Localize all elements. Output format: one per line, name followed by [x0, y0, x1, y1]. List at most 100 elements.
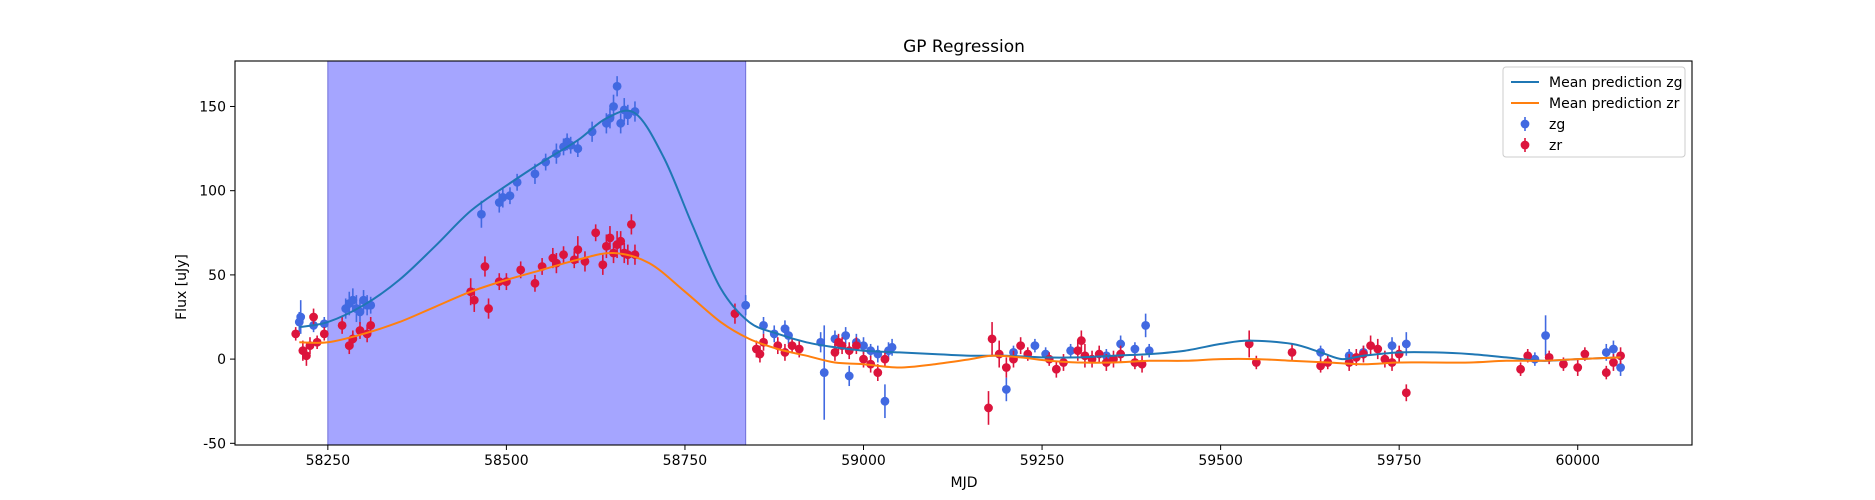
data-point-zr: [626, 219, 636, 229]
data-point-zg: [616, 118, 626, 128]
x-tick-label: 58750: [663, 453, 708, 469]
data-point-zr: [559, 250, 568, 260]
data-point-zg: [880, 396, 890, 406]
highlight-span: [327, 60, 747, 446]
data-point-zr: [1076, 336, 1086, 345]
data-point-zr: [1016, 341, 1026, 351]
data-point-zg: [1116, 339, 1126, 349]
data-point-zr: [309, 312, 318, 322]
data-point-zg: [1401, 339, 1411, 349]
data-point-zg: [841, 331, 851, 340]
data-point-zg: [1601, 347, 1611, 357]
x-tick-label: 59750: [1377, 453, 1422, 469]
data-point-zg: [859, 341, 868, 351]
data-point-zg: [498, 193, 508, 202]
data-point-zr: [1601, 368, 1611, 377]
data-point-zg: [623, 110, 633, 120]
data-point-zg: [1387, 341, 1397, 351]
data-point-zr: [987, 334, 997, 344]
x-tick-label: 59250: [1020, 453, 1065, 469]
data-point-zr: [616, 236, 626, 246]
x-tick-label: 59000: [841, 453, 886, 469]
legend-entry: Mean prediction zr: [1511, 96, 1680, 112]
data-point-zg: [1066, 346, 1076, 356]
data-point-zr: [794, 344, 804, 354]
data-point-zg: [505, 191, 515, 201]
data-point-zg: [530, 169, 540, 179]
data-point-zr: [1130, 358, 1140, 367]
data-point-zr: [844, 346, 854, 356]
data-point-zg: [741, 300, 751, 310]
legend-entry: Mean prediction zg: [1511, 75, 1683, 91]
data-point-zg: [1541, 331, 1550, 340]
y-tick-label: 50: [208, 268, 226, 284]
data-point-zr: [1401, 388, 1411, 398]
data-point-zr: [1251, 358, 1261, 367]
y-tick-label: -50: [203, 436, 226, 452]
data-point-zg: [296, 312, 306, 322]
y-tick-label: 100: [199, 184, 226, 200]
x-tick-label: 58500: [484, 453, 529, 469]
data-point-zr: [1616, 351, 1625, 361]
data-point-zr: [1573, 363, 1583, 372]
data-point-zr: [1001, 363, 1011, 372]
data-point-zg: [477, 209, 486, 219]
data-point-zr: [319, 329, 329, 339]
data-point-zr: [1073, 346, 1083, 356]
legend-label: zr: [1549, 138, 1562, 154]
data-point-zg: [541, 157, 551, 167]
data-point-zr: [880, 354, 890, 364]
data-point-zg: [348, 295, 358, 305]
x-tick-label: 60000: [1555, 453, 1600, 469]
y-tick-label: 150: [199, 99, 226, 115]
data-point-zr: [366, 321, 376, 330]
data-point-zr: [573, 245, 583, 255]
data-point-zr: [859, 354, 868, 364]
data-point-zr: [1316, 361, 1326, 371]
y-tick-label: 0: [217, 352, 226, 368]
plot-area: 58250 58500 58750 59000 59250 59500 59750 60000…: [199, 60, 1693, 469]
data-point-zg: [609, 102, 618, 111]
legend-entry: zg: [1520, 117, 1565, 133]
data-point-zr: [469, 295, 479, 305]
data-point-zr: [1051, 364, 1061, 374]
data-point-zr: [1366, 341, 1376, 351]
mean-prediction-line: [299, 251, 1621, 369]
data-point-zr: [994, 349, 1004, 359]
x-tick-label: 58250: [306, 453, 351, 469]
data-point-zr: [302, 351, 311, 361]
data-point-zr: [1380, 354, 1390, 364]
data-point-zr: [755, 349, 765, 359]
data-point-zg: [1030, 341, 1040, 351]
data-point-zr: [1523, 351, 1533, 361]
legend: Mean prediction zg Mean prediction zr zg zr: [1502, 66, 1686, 158]
data-point-zg: [780, 324, 790, 334]
chart-title: GP Regression: [903, 37, 1025, 57]
data-point-zr: [598, 260, 608, 270]
data-point-zr: [1116, 349, 1126, 359]
data-point-zg: [612, 81, 622, 91]
data-point-zr: [1044, 354, 1054, 364]
data-point-zr: [1373, 344, 1383, 354]
data-point-zr: [480, 262, 490, 271]
data-point-zg: [1130, 344, 1140, 354]
axes-frame: [234, 60, 1693, 446]
data-point-zr: [1609, 358, 1618, 367]
data-point-zr: [291, 329, 301, 339]
data-point-zr: [530, 278, 540, 288]
data-point-zg: [1001, 385, 1011, 394]
x-axis-label: MJD: [951, 475, 978, 491]
data-point-zg: [355, 307, 365, 317]
data-point-zr: [873, 368, 883, 377]
data-point-zr: [1394, 349, 1404, 359]
data-point-zr: [1244, 339, 1254, 349]
data-point-zr: [1580, 349, 1590, 359]
plot-content: [291, 76, 1625, 425]
data-point-zg: [573, 144, 583, 153]
legend-label: zg: [1549, 117, 1565, 133]
data-point-zg: [1616, 363, 1625, 372]
data-point-zr: [484, 304, 493, 313]
data-point-zr: [1559, 359, 1568, 369]
data-point-zr: [830, 347, 840, 357]
data-point-zr: [516, 265, 526, 275]
